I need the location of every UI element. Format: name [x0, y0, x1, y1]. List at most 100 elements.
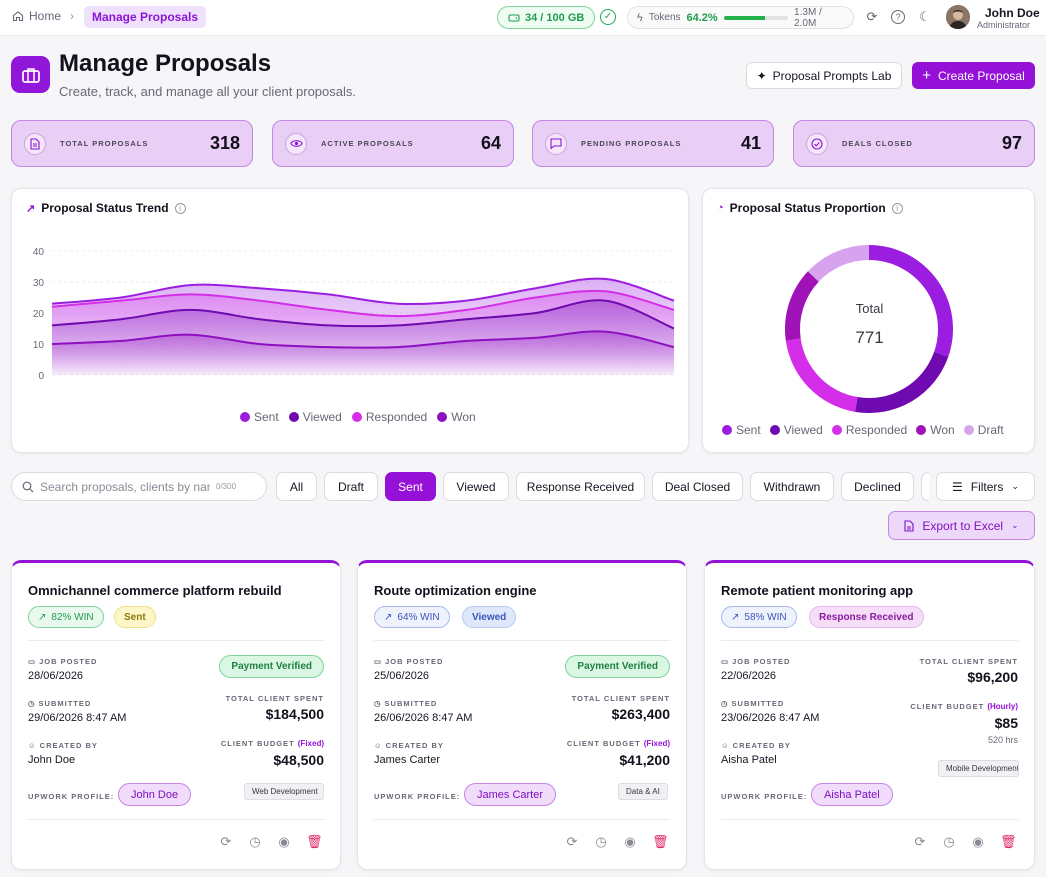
legend-item-sent[interactable]: Sent — [240, 410, 279, 424]
legend-item-won[interactable]: Won — [437, 410, 476, 424]
history-icon[interactable]: ◷ — [943, 834, 955, 849]
proposal-title[interactable]: Route optimization engine — [374, 583, 537, 598]
created-by-label-text: CREATED BY — [385, 741, 444, 750]
filter-tab-deal-closed[interactable]: Deal Closed — [652, 472, 743, 501]
proposal-title[interactable]: Omnichannel commerce platform rebuild — [28, 583, 282, 598]
proportion-chart-title: Proposal Status Proportion — [729, 201, 886, 215]
legend-item-responded[interactable]: Responded — [351, 410, 427, 424]
filter-tab-overflow[interactable] — [921, 472, 929, 501]
win-badge: ↗ 64% WIN — [374, 606, 450, 628]
page-subtitle: Create, track, and manage all your clien… — [59, 84, 356, 99]
eye-icon[interactable]: ◉ — [972, 834, 984, 849]
create-proposal-button[interactable]: + Create Proposal — [912, 62, 1035, 89]
proposal-prompts-lab-button[interactable]: ✦ Proposal Prompts Lab — [746, 62, 902, 89]
legend-item-viewed[interactable]: Viewed — [288, 410, 342, 424]
proposal-card[interactable]: Remote patient monitoring app ↗ 58% WIN R… — [704, 560, 1035, 870]
tokens-progress-fill — [723, 15, 766, 20]
refresh-icon[interactable]: ⟳ — [866, 9, 878, 24]
job-posted-label: ▭ JOB POSTED — [28, 657, 97, 666]
proposal-card[interactable]: Omnichannel commerce platform rebuild ↗ 8… — [11, 560, 341, 870]
trash-icon[interactable]: 🗑 — [306, 834, 323, 849]
card-actions: ⟳ ◷ ◉ 🗑 — [565, 834, 669, 849]
info-icon[interactable]: i — [174, 202, 186, 214]
search-input[interactable] — [40, 479, 210, 494]
search-box: 0/300 — [11, 472, 267, 501]
file-spreadsheet-icon — [904, 519, 914, 532]
refresh-icon[interactable]: ⟳ — [566, 834, 578, 849]
proportion-chart-panel: ◔ Proposal Status Proportion i Total 771… — [702, 188, 1035, 453]
legend-item-responded[interactable]: Responded — [831, 423, 907, 437]
filter-tab-viewed[interactable]: Viewed — [443, 472, 509, 501]
user-role: Administrator — [977, 20, 1031, 30]
filter-tab-all[interactable]: All — [276, 472, 317, 501]
total-spent-value: $263,400 — [611, 706, 670, 722]
search-char-count: 0/300 — [216, 482, 237, 491]
filter-tab-sent[interactable]: Sent — [385, 472, 436, 501]
moon-icon[interactable]: ☾ — [919, 9, 931, 24]
trash-icon[interactable]: 🗑 — [652, 834, 669, 849]
clock-icon: ◷ — [374, 699, 382, 708]
submitted-label-text: SUBMITTED — [384, 699, 438, 708]
proposal-title[interactable]: Remote patient monitoring app — [721, 583, 914, 598]
stat-value: 64 — [480, 133, 501, 153]
export-label: Export to Excel — [922, 518, 1004, 533]
client-budget-value: $85 — [994, 715, 1018, 731]
search-icon — [22, 481, 34, 492]
calendar-icon: ▭ — [374, 657, 383, 666]
user-name[interactable]: John Doe — [985, 6, 1040, 20]
tokens-progress-bar — [723, 15, 789, 20]
filter-tab-response-received[interactable]: Response Received — [516, 472, 645, 501]
trend-chart-title: Proposal Status Trend — [41, 201, 169, 215]
history-icon[interactable]: ◷ — [595, 834, 607, 849]
created-by-label: ☺ CREATED BY — [28, 741, 98, 750]
submitted-value: 26/06/2026 8:47 AM — [374, 712, 473, 724]
donut-total-label: Total — [855, 301, 884, 316]
upwork-profile-badge[interactable]: James Carter — [464, 783, 557, 806]
donut-slice-won — [785, 271, 819, 341]
upwork-profile-label: UPWORK PROFILE: — [721, 792, 808, 801]
chat-icon — [545, 132, 567, 155]
job-posted-label: ▭ JOB POSTED — [721, 657, 790, 666]
stat-total-proposals: TOTAL PROPOSALS 318 — [11, 120, 253, 167]
filter-tab-draft[interactable]: Draft — [324, 472, 378, 501]
card-actions: ⟳ ◷ ◉ 🗑 — [913, 834, 1017, 849]
eye-icon[interactable]: ◉ — [624, 834, 636, 849]
filter-tab-declined[interactable]: Declined — [841, 472, 914, 501]
client-budget-label: CLIENT BUDGET (Fixed) — [221, 739, 324, 748]
upwork-profile-badge[interactable]: Aisha Patel — [811, 783, 893, 806]
legend-label: Sent — [254, 410, 279, 424]
status-badge: Viewed — [462, 606, 517, 628]
upwork-profile-label: UPWORK PROFILE: — [28, 792, 115, 801]
refresh-icon[interactable]: ⟳ — [220, 834, 232, 849]
proposal-card[interactable]: Route optimization engine ↗ 64% WIN Viewe… — [357, 560, 687, 870]
help-icon[interactable]: ? — [891, 10, 905, 24]
job-posted-label-text: JOB POSTED — [39, 657, 98, 666]
proposal-prompts-lab-label: Proposal Prompts Lab — [772, 68, 892, 83]
payment-verified-badge: Payment Verified — [219, 655, 324, 678]
storage-badge[interactable]: 34 / 100 GB — [497, 6, 596, 29]
legend-item-viewed[interactable]: Viewed — [769, 423, 823, 437]
upwork-profile-badge[interactable]: John Doe — [118, 783, 192, 806]
page-title: Manage Proposals — [59, 50, 272, 77]
export-to-excel-button[interactable]: Export to Excel ⌄ — [888, 511, 1035, 540]
trash-icon[interactable]: 🗑 — [1000, 834, 1017, 849]
refresh-icon[interactable]: ⟳ — [914, 834, 926, 849]
trending-up-icon: ↗ — [38, 611, 47, 623]
legend-item-draft[interactable]: Draft — [963, 423, 1004, 437]
filters-button[interactable]: ☰ Filters ⌄ — [936, 472, 1035, 501]
history-icon[interactable]: ◷ — [249, 834, 261, 849]
client-budget-label: CLIENT BUDGET (Hourly) — [910, 702, 1018, 711]
avatar[interactable] — [946, 5, 970, 29]
submitted-label-text: SUBMITTED — [731, 699, 785, 708]
eye-icon[interactable]: ◉ — [278, 834, 290, 849]
breadcrumb-home[interactable]: Home — [12, 9, 61, 23]
legend-item-sent[interactable]: Sent — [722, 423, 761, 437]
pie-chart-icon: ◔ — [717, 202, 724, 214]
filter-tab-withdrawn[interactable]: Withdrawn — [750, 472, 834, 501]
info-icon[interactable]: i — [891, 202, 903, 214]
submitted-label: ◷ SUBMITTED — [721, 699, 784, 708]
proportion-donut-chart — [785, 245, 953, 413]
legend-item-won[interactable]: Won — [916, 423, 955, 437]
status-check-icon: ✓ — [600, 9, 616, 25]
divider — [721, 819, 1018, 820]
